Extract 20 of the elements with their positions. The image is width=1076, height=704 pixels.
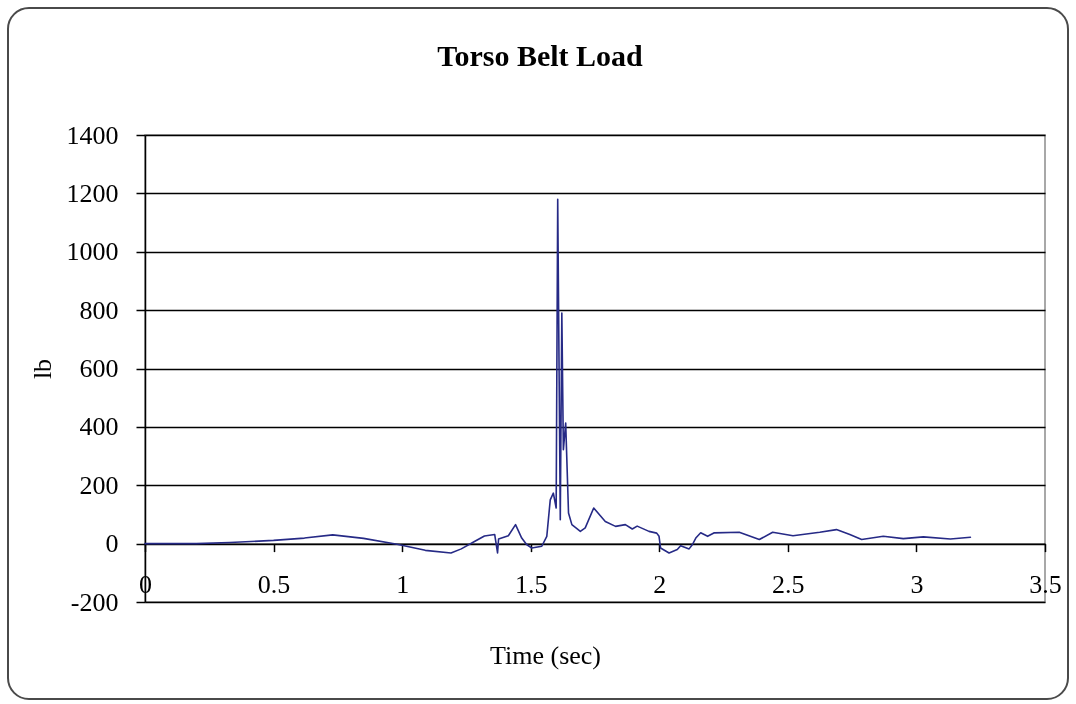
line-series [144, 198, 972, 554]
y-tick-label: 1400 [66, 120, 119, 150]
y-tick-label: 400 [79, 412, 119, 442]
x-tick-label: 3.5 [1029, 570, 1062, 600]
y-tick-label: 1000 [66, 237, 119, 267]
chart-title: Torso Belt Load [437, 39, 644, 72]
y-tick-label: 800 [79, 295, 119, 325]
x-tick-label: 1.5 [514, 570, 548, 600]
y-tick-label: 600 [79, 354, 119, 383]
x-tick-label: 1 [396, 570, 410, 600]
y-tick-label: 0 [105, 529, 119, 559]
x-tick-label: 3 [910, 570, 924, 600]
x-tick-label: 2 [653, 570, 667, 600]
y-axis-title: lb [27, 358, 57, 380]
x-tick-label: 2.5 [772, 570, 805, 600]
y-tick-label: 1200 [66, 178, 119, 208]
x-axis-title: Time (sec) [490, 640, 601, 670]
y-tick-label: 200 [79, 470, 119, 500]
x-tick-label: 0.5 [257, 570, 291, 600]
y-tick-label: -200 [70, 587, 119, 617]
